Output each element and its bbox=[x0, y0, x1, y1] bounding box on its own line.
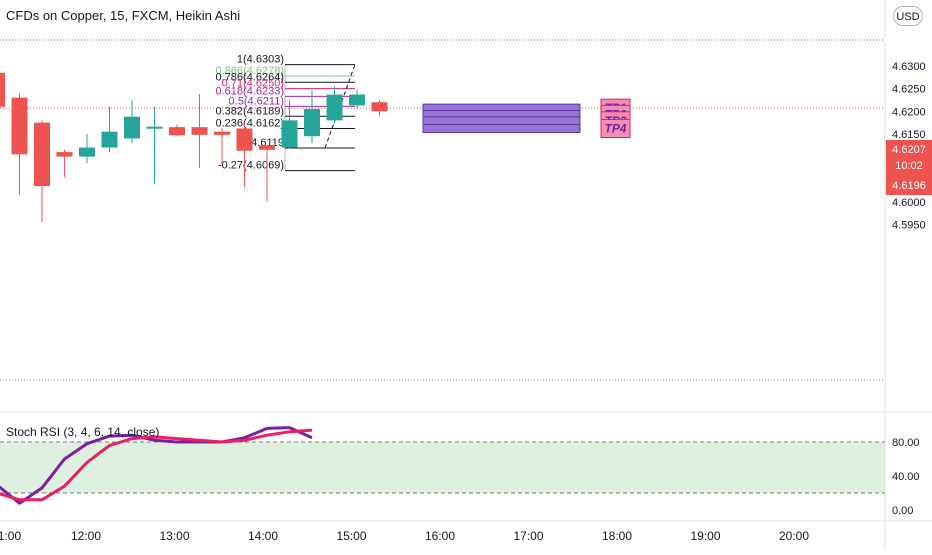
candle-body bbox=[0, 72, 5, 107]
fib-level-label: -0.27(4.6069) bbox=[218, 160, 284, 172]
fib-level-label: 0.866(4.6278) bbox=[216, 65, 285, 77]
ha-price-value: 4.6196 bbox=[892, 180, 926, 192]
candle bbox=[371, 99, 388, 116]
candle-body bbox=[304, 109, 320, 137]
time-tick-label: 11:00 bbox=[0, 529, 21, 543]
stoch-band-fill bbox=[0, 442, 885, 493]
candle bbox=[11, 93, 28, 196]
price-tick-label: 4.6250 bbox=[892, 84, 926, 96]
candle bbox=[304, 90, 320, 144]
candle-body bbox=[101, 131, 118, 148]
last-price-value: 4.6207 bbox=[892, 144, 926, 156]
price-tick-label: 4.6000 bbox=[892, 197, 926, 209]
stoch-k-line bbox=[0, 426, 313, 505]
candle bbox=[326, 86, 343, 124]
candle-body bbox=[281, 120, 298, 148]
fib-level-label: 0.618(4.6233) bbox=[216, 85, 285, 97]
time-tick-label: 19:00 bbox=[690, 529, 720, 543]
candle bbox=[281, 99, 298, 149]
candle-body bbox=[259, 145, 275, 150]
target-level: TP4 bbox=[422, 119, 631, 139]
fib-level-label: 0.5(4.6211) bbox=[229, 95, 284, 107]
price-tick-label: 4.6300 bbox=[892, 61, 926, 73]
candle bbox=[34, 120, 50, 223]
candle bbox=[191, 94, 208, 168]
last-price-tag: 4.6207 10:02 bbox=[886, 140, 932, 180]
candle-body bbox=[79, 147, 95, 157]
chart-title: CFDs on Copper, 15, FXCM, Heikin Ashi bbox=[6, 8, 241, 23]
fib-level-label: 0.382(4.6189) bbox=[216, 105, 285, 117]
time-tick-label: 14:00 bbox=[248, 529, 278, 543]
stoch-d-line bbox=[0, 428, 313, 502]
candles-layer bbox=[0, 72, 388, 223]
candle bbox=[79, 133, 95, 164]
candle-body bbox=[214, 131, 230, 135]
candle-body bbox=[191, 127, 208, 135]
target-label-box bbox=[600, 119, 631, 139]
stoch-lines-layer bbox=[0, 426, 313, 505]
candle-body bbox=[349, 94, 365, 106]
candle-body bbox=[56, 152, 73, 157]
stoch-tick-label: 0.00 bbox=[892, 505, 913, 517]
stoch-band-layer bbox=[0, 441, 885, 494]
fib-level-label: 0.236(4.6162) bbox=[216, 118, 285, 130]
candle-body bbox=[34, 122, 50, 187]
candle-body bbox=[236, 128, 253, 151]
candle-body bbox=[146, 126, 163, 129]
time-tick-label: 12:00 bbox=[71, 529, 101, 543]
bar-countdown: 10:02 bbox=[895, 160, 923, 172]
candle bbox=[146, 106, 163, 184]
candle bbox=[236, 122, 253, 187]
time-tick-label: 18:00 bbox=[602, 529, 632, 543]
price-tick-label: 4.6200 bbox=[892, 106, 926, 118]
time-tick-label: 16:00 bbox=[425, 529, 455, 543]
stoch-tick-label: 40.00 bbox=[892, 471, 920, 483]
candle bbox=[169, 124, 185, 137]
price-tick-label: 4.5950 bbox=[892, 220, 926, 232]
time-tick-label: 15:00 bbox=[336, 529, 366, 543]
time-tick-label: 17:00 bbox=[513, 529, 543, 543]
time-tick-label: 20:00 bbox=[779, 529, 809, 543]
candle bbox=[56, 149, 73, 177]
time-tick-label: 13:00 bbox=[159, 529, 189, 543]
stoch-rsi-label[interactable]: Stoch RSI (3, 4, 6, 14, close) bbox=[6, 425, 160, 439]
fib-level-label: 0.786(4.6264) bbox=[216, 71, 285, 83]
candle bbox=[124, 100, 140, 144]
target-label: TP4 bbox=[604, 122, 626, 136]
candle bbox=[349, 89, 365, 109]
candle bbox=[214, 128, 230, 164]
stoch-tick-label: 80.00 bbox=[892, 437, 920, 449]
target-bar bbox=[422, 124, 581, 134]
candle bbox=[259, 144, 275, 202]
candle-body bbox=[11, 97, 28, 155]
fib-level-label: 1(4.6303) bbox=[237, 54, 284, 66]
candle bbox=[0, 72, 5, 107]
target-bar bbox=[422, 116, 581, 126]
candle-body bbox=[124, 116, 140, 139]
price-tick-label: 4.6150 bbox=[892, 129, 926, 141]
ha-price-tag: 4.6196 bbox=[886, 177, 932, 195]
candle-body bbox=[169, 127, 185, 136]
targets-layer: TP1TP2TP3TP4 bbox=[422, 98, 631, 139]
candle bbox=[101, 106, 118, 153]
currency-selector[interactable]: USD bbox=[893, 6, 923, 26]
fib-retracement: 1(4.6303)0.866(4.6278)0.786(4.6264)0.71(… bbox=[0, 54, 885, 172]
candle-body bbox=[326, 94, 343, 121]
candle-body bbox=[371, 102, 388, 112]
fib-level-label: 0.71(4.6250) bbox=[222, 78, 284, 90]
